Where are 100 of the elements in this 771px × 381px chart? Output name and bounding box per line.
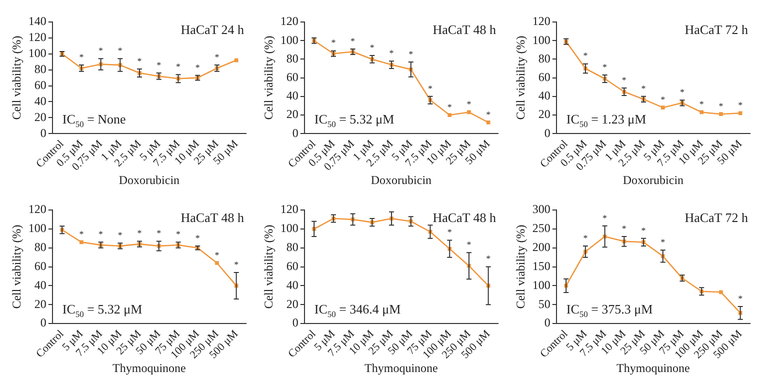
y-axis-title: Cell viability (%)	[9, 224, 24, 309]
data-label: *	[718, 100, 724, 111]
chart-title: HaCaT 72 h	[684, 210, 748, 225]
y-tick-label: 80	[286, 240, 298, 254]
data-label: *	[428, 83, 433, 94]
y-tick-label: 140	[28, 14, 46, 28]
data-label: *	[641, 83, 646, 94]
y-tick-label: 100	[280, 221, 298, 236]
data-label: *	[118, 230, 123, 240]
data-label: *	[370, 42, 375, 52]
y-tick-label: 100	[532, 32, 550, 47]
x-axis-title: Doxorubicin	[118, 172, 180, 187]
y-tick-label: 100	[28, 46, 46, 60]
y-tick-label: 0	[544, 126, 550, 140]
y-tick-label: 100	[280, 32, 298, 47]
data-label: *	[176, 61, 181, 72]
y-tick-label: 60	[538, 70, 550, 84]
data-label: *	[622, 74, 627, 85]
data-label: *	[583, 50, 588, 61]
y-tick-label: 0	[40, 316, 46, 330]
data-label: *	[156, 228, 162, 238]
y-tick-label: 20	[34, 296, 46, 311]
y-tick-label: 40	[538, 88, 550, 103]
y-tick-label: 0	[544, 316, 550, 330]
y-tick-label: 20	[34, 110, 46, 124]
point	[700, 110, 704, 114]
data-label: *	[195, 62, 200, 72]
y-tick-label: 20	[286, 107, 298, 122]
y-tick-label: 0	[40, 126, 46, 140]
data-label: *	[98, 229, 104, 240]
data-label: *	[156, 60, 162, 70]
chart-title: HaCaT 24 h	[180, 22, 244, 37]
x-axis-title: Doxorubicin	[370, 172, 432, 187]
y-tick-label: 40	[34, 278, 46, 292]
y-axis-title: Cell viability (%)	[261, 224, 276, 309]
data-label: *	[738, 100, 744, 110]
y-tick-label: 300	[532, 202, 550, 216]
data-label: *	[622, 223, 627, 234]
y-tick-label: 200	[532, 240, 550, 254]
data-label: *	[699, 99, 704, 110]
y-tick-label: 40	[286, 278, 298, 292]
y-tick-label: 60	[286, 70, 298, 84]
y-tick-label: 120	[532, 14, 550, 28]
y-axis-title: Cell viability (%)	[9, 36, 24, 120]
y-axis-title: Cell viability (%)	[513, 36, 528, 120]
data-label: *	[660, 94, 666, 104]
y-tick-label: 40	[34, 94, 46, 108]
data-label: *	[389, 48, 394, 58]
point	[719, 112, 723, 116]
data-label: *	[486, 109, 492, 120]
y-tick-label: 80	[286, 51, 298, 66]
data-label: *	[466, 99, 472, 110]
data-label: *	[408, 48, 414, 59]
data-label: *	[214, 250, 220, 260]
y-tick-label: 40	[286, 88, 298, 103]
y-axis-title: Cell viability (%)	[513, 224, 528, 309]
data-label: *	[447, 102, 452, 112]
data-label: *	[176, 229, 181, 240]
y-tick-label: 120	[280, 14, 298, 28]
data-label: *	[118, 46, 123, 56]
data-label: *	[660, 236, 666, 247]
y-tick-label: 100	[28, 221, 46, 236]
y-tick-label: 80	[34, 240, 46, 254]
x-axis-title: Doxorubicin	[622, 172, 684, 187]
data-label: *	[738, 293, 744, 304]
y-tick-label: 60	[34, 78, 46, 92]
data-label: *	[447, 227, 452, 238]
data-label: *	[680, 86, 685, 97]
y-tick-label: 20	[286, 296, 298, 311]
data-label: *	[486, 254, 492, 264]
chart-title: HaCaT 48 h	[432, 22, 496, 37]
data-label: *	[641, 225, 646, 236]
data-label: *	[195, 232, 200, 243]
y-tick-label: 50	[538, 296, 550, 311]
data-label: *	[137, 56, 142, 66]
data-label: *	[214, 52, 220, 62]
y-tick-label: 120	[28, 30, 46, 44]
data-label: *	[234, 259, 240, 270]
data-label: *	[350, 36, 356, 46]
y-axis-title: Cell viability (%)	[261, 36, 276, 120]
x-axis-title: Thymoquinone	[364, 360, 438, 375]
chart-title: HaCaT 72 h	[684, 22, 748, 37]
y-tick-label: 80	[538, 51, 550, 66]
y-tick-label: 0	[292, 316, 298, 330]
y-tick-label: 60	[34, 258, 46, 273]
chart-title: HaCaT 48 h	[432, 210, 496, 225]
point	[738, 111, 742, 116]
y-tick-label: 60	[286, 258, 298, 273]
data-label: *	[79, 229, 84, 240]
y-tick-label: 120	[28, 202, 46, 216]
x-axis-title: Thymoquinone	[616, 360, 690, 375]
y-tick-label: 80	[34, 62, 46, 76]
y-tick-label: 250	[532, 221, 550, 236]
y-tick-label: 20	[538, 107, 550, 122]
data-label: *	[79, 52, 84, 62]
point	[660, 106, 665, 110]
data-label: *	[583, 232, 588, 243]
data-label: *	[137, 228, 142, 238]
y-tick-label: 150	[532, 258, 550, 273]
y-tick-label: 0	[292, 126, 298, 140]
